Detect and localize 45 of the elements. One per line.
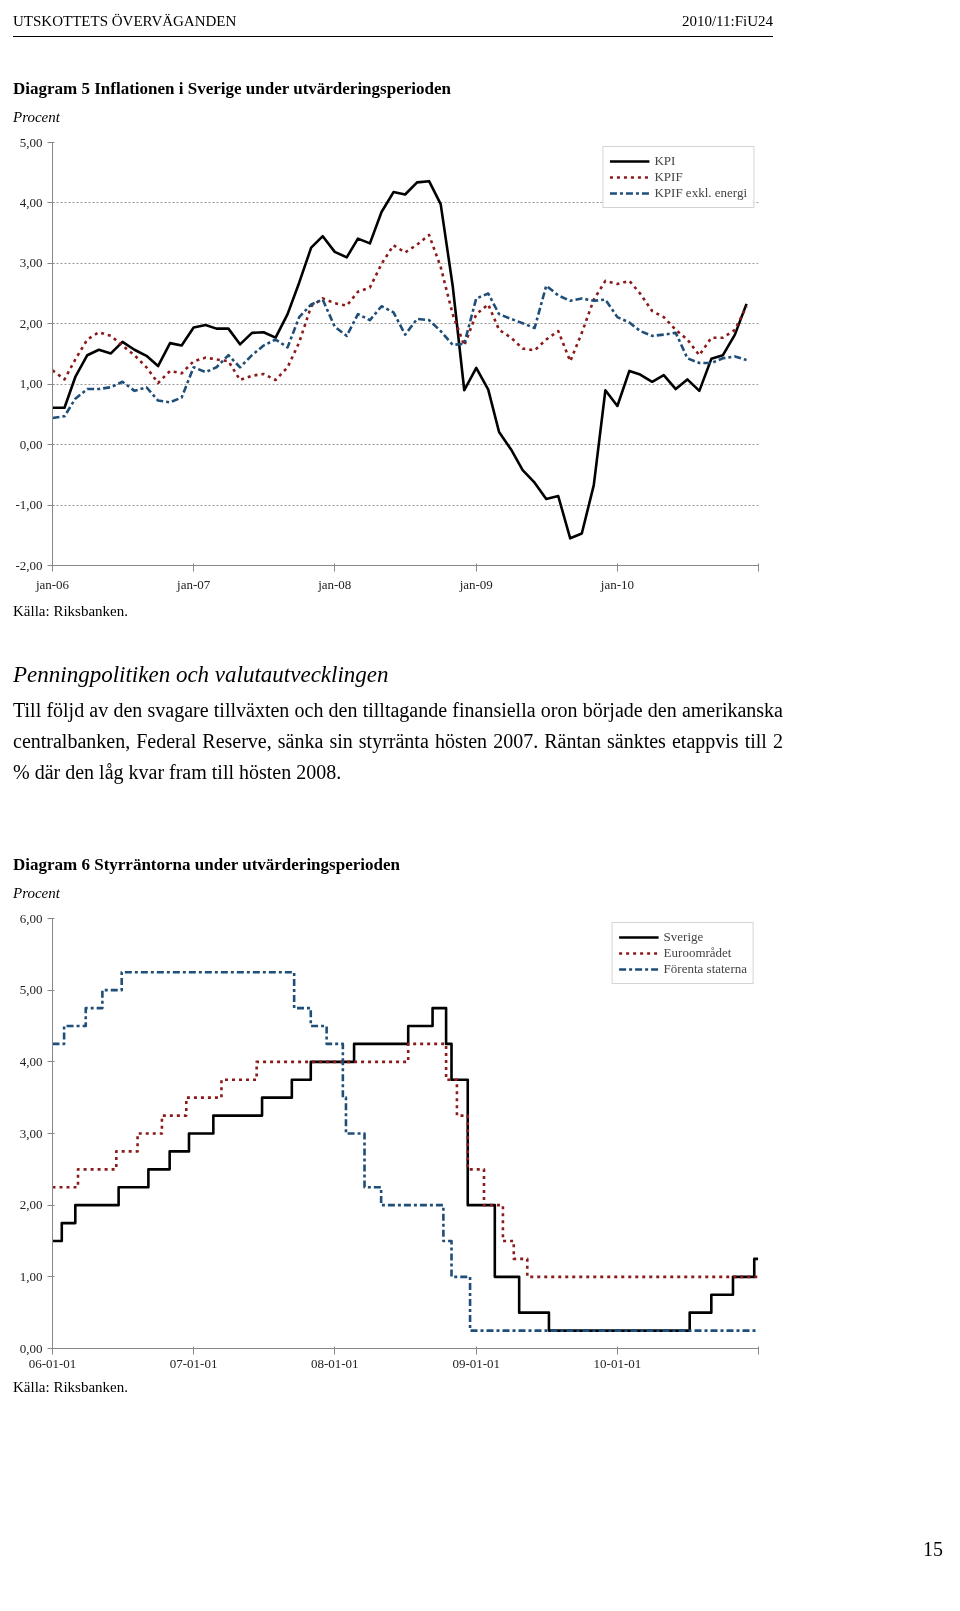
- text: UTSKOTTETS ÖVERVÄGANDEN: [13, 12, 237, 31]
- y-tick-label: 4,00: [19, 1053, 43, 1069]
- x-tick-label: jan-07: [176, 576, 211, 592]
- text: Källa: Riksbanken.: [13, 1378, 128, 1397]
- legend-label: Förenta staterna: [663, 961, 747, 977]
- y-tick-label: 1,00: [19, 1268, 43, 1284]
- x-tick-label: jan-10: [599, 576, 634, 592]
- legend-label: KPI: [654, 153, 676, 169]
- legend-label: KPIF: [654, 169, 683, 185]
- x-tick-label: 10-01-01: [593, 1355, 642, 1371]
- legend-label: KPIF exkl. energi: [654, 185, 747, 201]
- text: Penningpolitiken och valutautvecklingen: [13, 661, 389, 689]
- line-series: [52, 179, 748, 540]
- y-tick-label: 0,00: [19, 1340, 43, 1356]
- legend-label: Euroområdet: [663, 945, 732, 961]
- y-tick-label: 5,00: [19, 982, 43, 998]
- x-tick-label: jan-06: [34, 576, 70, 592]
- y-tick-label: -2,00: [15, 557, 43, 573]
- x-tick-label: 08-01-01: [310, 1355, 359, 1371]
- chart-title: Diagram 6 Styrräntorna under utvärderingsperioden: [13, 854, 400, 876]
- y-tick-label: 6,00: [19, 910, 43, 926]
- y-axis-title: Procent: [13, 108, 60, 127]
- y-tick-label: 4,00: [19, 194, 43, 210]
- x-tick-label: 09-01-01: [452, 1355, 501, 1371]
- x-tick-label: jan-09: [458, 576, 493, 592]
- y-tick-label: 3,00: [19, 1125, 43, 1141]
- y-tick-label: -1,00: [15, 497, 43, 513]
- y-tick-label: 3,00: [19, 255, 43, 271]
- y-tick-label: 2,00: [19, 1197, 43, 1213]
- line-series: [52, 233, 748, 385]
- text: Källa: Riksbanken.: [13, 602, 128, 621]
- chart-title: Diagram 5 Inflationen i Sverige under utvärderingsperioden: [13, 78, 451, 100]
- text: Till följd av den svagare tillväxten och den tilltagande finansiella oron började den amerikanska centralbanken, Federal Reserve, sänka sin styrränta hösten 2007. Räntan sänktes etappvis till 2 % där den låg kvar fram till hösten 2008.: [13, 698, 783, 786]
- x-tick-label: 07-01-01: [169, 1355, 218, 1371]
- legend-label: Sverige: [663, 929, 704, 945]
- text: 15: [922, 1537, 943, 1562]
- y-axis-title: Procent: [13, 884, 60, 903]
- y-tick-label: 2,00: [19, 315, 43, 331]
- text: 2010/11:FiU24: [681, 12, 773, 31]
- line-series: [52, 284, 748, 420]
- y-tick-label: 0,00: [19, 436, 43, 452]
- y-tick-label: 5,00: [19, 134, 43, 150]
- y-tick-label: 1,00: [19, 376, 43, 392]
- x-tick-label: jan-08: [317, 576, 352, 592]
- x-tick-label: 06-01-01: [28, 1355, 77, 1371]
